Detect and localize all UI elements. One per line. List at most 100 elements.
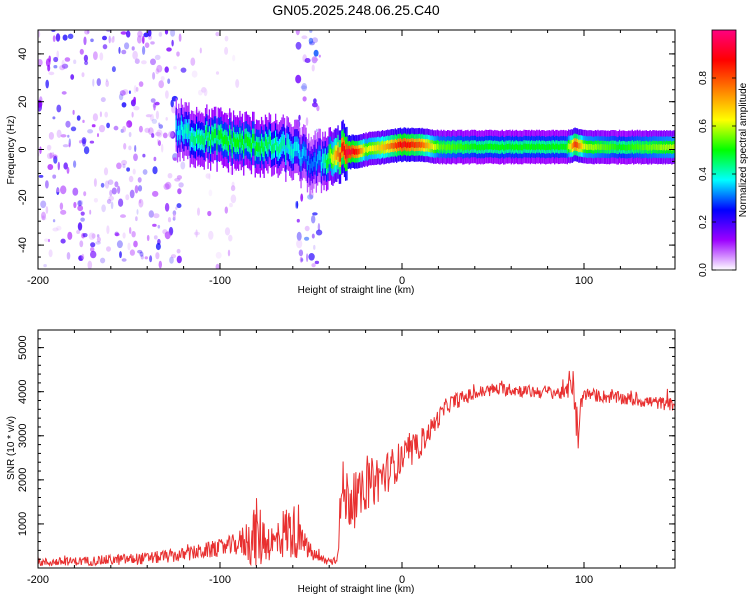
- noise-speckle: [153, 235, 158, 240]
- noise-speckle: [301, 83, 308, 92]
- ridge-cell: [612, 143, 614, 150]
- ridge-cell: [244, 134, 246, 144]
- noise-speckle: [104, 111, 108, 118]
- noise-speckle: [153, 102, 156, 111]
- noise-speckle: [133, 240, 138, 248]
- noise-speckle: [180, 67, 187, 73]
- noise-speckle: [180, 161, 186, 170]
- ridge-cell: [249, 139, 251, 149]
- noise-speckle: [154, 54, 161, 61]
- noise-speckle: [48, 132, 55, 140]
- noise-speckle: [137, 177, 142, 183]
- ridge-cell: [425, 142, 427, 149]
- ridge-cell: [626, 144, 628, 151]
- ridge-cell: [520, 144, 523, 151]
- ridge-cell: [504, 144, 506, 151]
- noise-speckle: [56, 225, 62, 231]
- ridge-cell: [366, 147, 368, 153]
- noise-speckle: [96, 236, 101, 243]
- noise-speckle: [122, 232, 126, 239]
- noise-speckle: [90, 38, 94, 43]
- noise-speckle: [176, 255, 182, 264]
- ridge-cell: [341, 143, 343, 153]
- noise-speckle: [90, 250, 97, 259]
- noise-speckle: [152, 103, 157, 108]
- ridge-cell: [611, 143, 613, 150]
- y-tick-label: 4000: [17, 379, 29, 403]
- ridge-cell: [604, 144, 607, 150]
- ridge-cell: [629, 144, 631, 151]
- noise-speckle: [153, 156, 157, 162]
- ridge-cell: [606, 144, 608, 151]
- ridge-cell: [511, 143, 514, 150]
- ridge-cell: [505, 143, 507, 150]
- noise-speckle: [313, 98, 317, 104]
- noise-speckle: [83, 191, 87, 197]
- ridge-cell: [383, 144, 385, 151]
- ridge-cell: [597, 143, 599, 150]
- ridge-cell: [406, 142, 408, 149]
- noise-speckle: [46, 144, 52, 151]
- noise-speckle: [208, 173, 211, 180]
- noise-speckle: [228, 234, 233, 242]
- ridge-cell: [503, 144, 505, 151]
- noise-speckle: [44, 238, 49, 242]
- colorbar-tick-label: 0.0: [698, 263, 709, 277]
- noise-speckle: [142, 35, 145, 44]
- noise-speckle: [83, 36, 87, 46]
- ridge-cell: [617, 144, 619, 151]
- noise-speckle: [171, 39, 174, 47]
- ridge-cell: [202, 135, 204, 145]
- noise-speckle: [129, 249, 135, 256]
- colorbar-gradient: [711, 29, 737, 271]
- noise-speckle: [215, 71, 220, 75]
- noise-speckle: [166, 47, 172, 52]
- ridge-cell: [309, 163, 311, 173]
- noise-speckle: [113, 125, 119, 131]
- noise-speckle: [316, 105, 320, 112]
- ridge-cell: [610, 144, 612, 150]
- noise-speckle: [300, 258, 304, 262]
- noise-speckle: [87, 260, 93, 269]
- ridge-cell: [331, 153, 333, 163]
- noise-speckle: [129, 227, 132, 234]
- noise-speckle: [118, 46, 121, 54]
- noise-speckle: [117, 185, 121, 194]
- ridge-cell: [490, 143, 492, 150]
- noise-speckle: [72, 109, 75, 115]
- snr-y-label: SNR (10 * v/v): [6, 416, 17, 480]
- noise-speckle: [314, 260, 320, 265]
- noise-speckle: [312, 57, 319, 62]
- noise-speckle: [45, 79, 49, 89]
- snr-series-line: [38, 370, 675, 567]
- noise-speckle: [56, 50, 59, 59]
- noise-speckle: [176, 248, 181, 254]
- noise-speckle: [81, 253, 85, 260]
- ridge-cell: [477, 144, 479, 151]
- noise-speckle: [164, 30, 169, 35]
- ridge-cell: [560, 143, 562, 150]
- noise-speckle: [125, 123, 129, 128]
- noise-speckle: [93, 198, 98, 203]
- ridge-cell: [457, 143, 459, 150]
- noise-speckle: [152, 72, 156, 80]
- noise-speckle: [134, 145, 137, 152]
- ridge-cell: [601, 144, 603, 150]
- ridge-cell: [235, 139, 237, 149]
- ridge-cell: [401, 142, 403, 149]
- ridge-cell: [410, 142, 412, 148]
- noise-speckle: [170, 254, 177, 259]
- noise-speckle: [81, 72, 85, 78]
- ridge-cell: [579, 142, 581, 149]
- ridge-cell: [368, 146, 370, 152]
- noise-speckle: [116, 240, 123, 249]
- ridge-cell: [578, 143, 580, 149]
- ridge-cell: [639, 143, 641, 150]
- ridge-cell: [531, 143, 533, 150]
- ridge-cell: [227, 141, 230, 151]
- ridge-cell: [658, 144, 660, 150]
- ridge-cell: [538, 143, 540, 150]
- ridge-cell: [481, 144, 483, 150]
- ridge-cell: [359, 148, 361, 155]
- noise-speckle: [309, 30, 313, 33]
